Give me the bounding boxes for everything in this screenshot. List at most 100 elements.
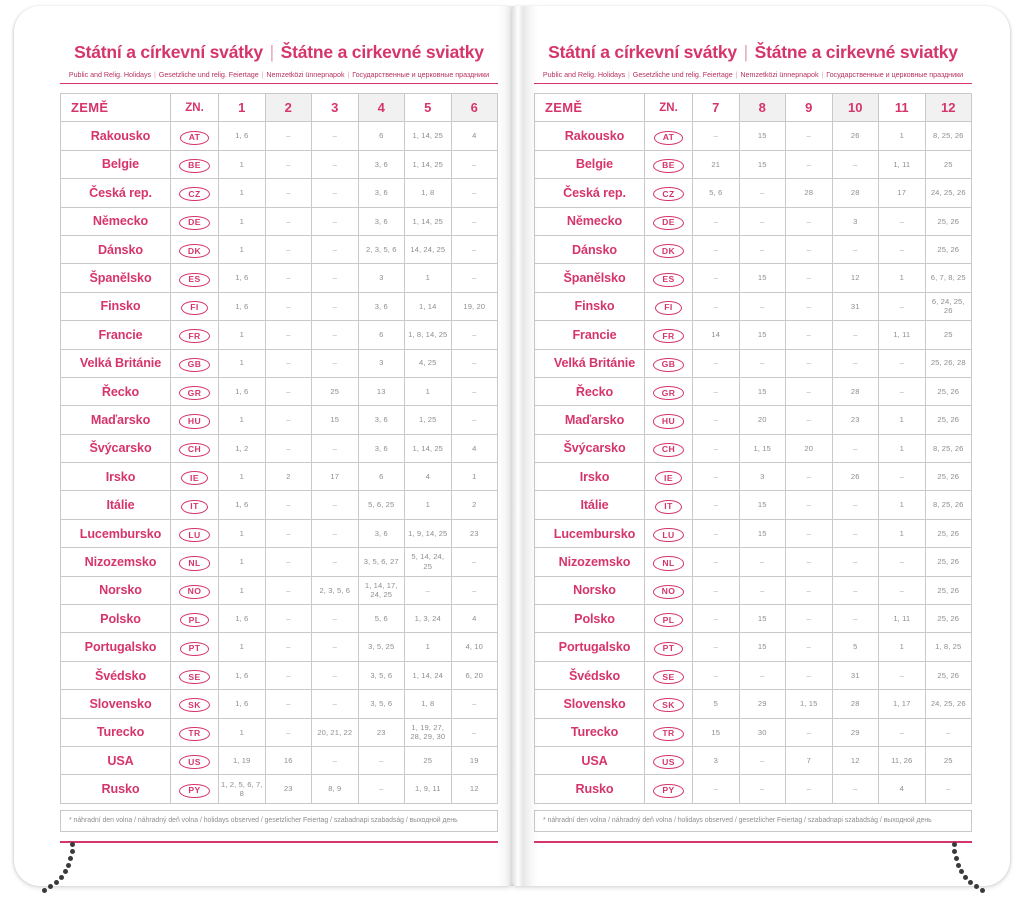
holiday-days-cell: – bbox=[831, 348, 879, 378]
holiday-days-cell: 3 bbox=[357, 348, 405, 378]
country-code-cell: TR bbox=[170, 717, 219, 747]
table-row: Itálie IT 1, 6– –5, 6, 25 1 2 bbox=[60, 490, 498, 520]
country-code-cell: FI bbox=[644, 291, 693, 322]
holiday-days-cell: 28 bbox=[831, 689, 879, 719]
holiday-days-cell: – bbox=[264, 405, 312, 435]
holiday-days-cell: 1 bbox=[878, 518, 926, 549]
holiday-days-cell: – bbox=[785, 149, 833, 180]
col-header-country: ZEMĚ bbox=[60, 92, 171, 123]
holiday-days-cell: 6, 24, 25, 26 bbox=[924, 291, 972, 322]
country-code-cell: SK bbox=[170, 689, 219, 719]
table-row: Švédsko SE – – –31–25, 26 bbox=[534, 660, 972, 691]
holiday-days-cell: – bbox=[311, 178, 359, 208]
country-code-cell: DK bbox=[644, 234, 693, 265]
holiday-days-cell: – bbox=[878, 376, 926, 407]
country-code-cell: NO bbox=[644, 575, 693, 606]
subtitle-sep-3-right: | bbox=[821, 70, 824, 79]
country-code-badge: IT bbox=[655, 499, 682, 514]
holiday-days-cell: 1 bbox=[218, 518, 266, 549]
perforation-dot bbox=[959, 868, 965, 874]
left-page-content: Státní a církevní svátky | Štátne a cirk… bbox=[14, 6, 512, 843]
holiday-days-cell: – bbox=[831, 490, 879, 520]
table-row: Norsko NO – – – – –25, 26 bbox=[534, 575, 972, 606]
holiday-days-cell: 28 bbox=[831, 376, 879, 407]
holiday-days-cell: 16 bbox=[264, 745, 312, 776]
holiday-days-cell: 20 bbox=[785, 433, 833, 464]
country-name: Německo bbox=[534, 206, 645, 236]
holiday-days-cell: 6 bbox=[357, 320, 405, 350]
holiday-days-cell: 12 bbox=[450, 774, 498, 804]
country-code-badge: NO bbox=[652, 584, 685, 599]
holiday-days-cell: – bbox=[450, 206, 498, 236]
holiday-days-cell: 1, 2 bbox=[218, 433, 266, 464]
country-name: Belgie bbox=[60, 149, 171, 180]
holiday-days-cell: – bbox=[264, 717, 312, 747]
country-name: Turecko bbox=[534, 717, 645, 747]
holiday-days-cell: 1, 14 bbox=[404, 291, 452, 322]
holiday-days-cell: – bbox=[692, 291, 740, 322]
holiday-days-cell: 5, 14, 24, 25 bbox=[404, 547, 452, 577]
table-row: Velká Británie GB – – – – –25, 26, 28 bbox=[534, 348, 972, 378]
holiday-days-cell: – bbox=[264, 178, 312, 208]
country-code-cell: US bbox=[644, 745, 693, 776]
table-row: Švýcarsko CH 1, 2– –3, 6 1, 14, 25 4 bbox=[60, 433, 498, 464]
holiday-days-cell: 1, 15 bbox=[785, 689, 833, 719]
holiday-days-cell: 1 bbox=[218, 462, 266, 492]
holiday-days-cell: – bbox=[264, 518, 312, 549]
holiday-days-cell: 1, 14, 25 bbox=[404, 149, 452, 180]
holiday-days-cell: 4, 25 bbox=[404, 348, 452, 378]
country-code-badge: TR bbox=[179, 726, 210, 741]
holiday-days-cell: 25, 26 bbox=[924, 405, 972, 435]
holiday-days-cell: 11, 26 bbox=[878, 745, 926, 776]
table-row: Irsko IE –3–26–25, 26 bbox=[534, 462, 972, 492]
holiday-days-cell: 1 bbox=[218, 206, 266, 236]
table-row: Řecko GR –15–28–25, 26 bbox=[534, 376, 972, 407]
country-code-badge: NL bbox=[179, 556, 210, 571]
table-body-left: Rakousko AT 1, 6– –6 1, 14, 25 4 Belgie BE 1– –3,… bbox=[60, 121, 498, 804]
country-code-cell: GR bbox=[644, 376, 693, 407]
holiday-days-cell: – bbox=[878, 717, 926, 747]
holiday-days-cell: – bbox=[450, 376, 498, 407]
holiday-days-cell: 23 bbox=[357, 717, 405, 747]
col-header-month-2: 2 bbox=[264, 92, 312, 123]
country-code-badge: FI bbox=[181, 300, 208, 316]
holiday-days-cell: 20 bbox=[738, 405, 786, 435]
country-code-badge: DE bbox=[179, 215, 210, 230]
country-code-badge: AT bbox=[179, 130, 210, 145]
holiday-days-cell: – bbox=[831, 433, 879, 464]
holiday-days-cell: – bbox=[357, 745, 405, 776]
holiday-days-cell: 1 bbox=[218, 717, 266, 747]
holiday-days-cell: – bbox=[450, 405, 498, 435]
holiday-days-cell: – bbox=[878, 462, 926, 492]
holiday-days-cell: 1 bbox=[218, 149, 266, 180]
table-row: Maďarsko HU 1–15 3, 6 1, 25– bbox=[60, 405, 498, 435]
holiday-days-cell: 3, 5, 25 bbox=[357, 632, 405, 662]
col-header-code: ZN. bbox=[170, 92, 219, 123]
holiday-days-cell: – bbox=[692, 632, 740, 662]
col-header-code: ZN. bbox=[644, 92, 693, 123]
holiday-days-cell: – bbox=[311, 547, 359, 577]
holiday-days-cell: – bbox=[785, 206, 833, 236]
holiday-days-cell: 1, 6 bbox=[218, 689, 266, 719]
col-header-month-7: 7 bbox=[692, 92, 740, 123]
subtitle-sep-2-left: | bbox=[261, 70, 264, 79]
table-row: Itálie IT –15– –1 8, 25, 26 bbox=[534, 490, 972, 520]
country-code-cell: IT bbox=[170, 490, 219, 520]
holiday-days-cell: – bbox=[738, 178, 786, 208]
country-code-badge: FI bbox=[655, 300, 682, 316]
holiday-days-cell: 6, 20 bbox=[450, 660, 498, 691]
holiday-days-cell: 1, 19 bbox=[218, 745, 266, 776]
holiday-days-cell: – bbox=[311, 291, 359, 322]
table-header-right: ZEMĚ ZN. 7 8 9 10 11 12 bbox=[534, 92, 972, 123]
country-code-cell: PL bbox=[644, 604, 693, 634]
country-code-cell: AT bbox=[170, 121, 219, 151]
holiday-days-cell: – bbox=[785, 462, 833, 492]
holiday-days-cell: 5, 6 bbox=[357, 604, 405, 634]
holiday-days-cell: 30 bbox=[738, 717, 786, 747]
country-name: Francie bbox=[60, 320, 171, 350]
holiday-days-cell: 20, 21, 22 bbox=[311, 717, 359, 747]
holiday-days-cell: – bbox=[311, 745, 359, 776]
country-name: USA bbox=[60, 745, 171, 776]
holiday-days-cell: – bbox=[264, 348, 312, 378]
